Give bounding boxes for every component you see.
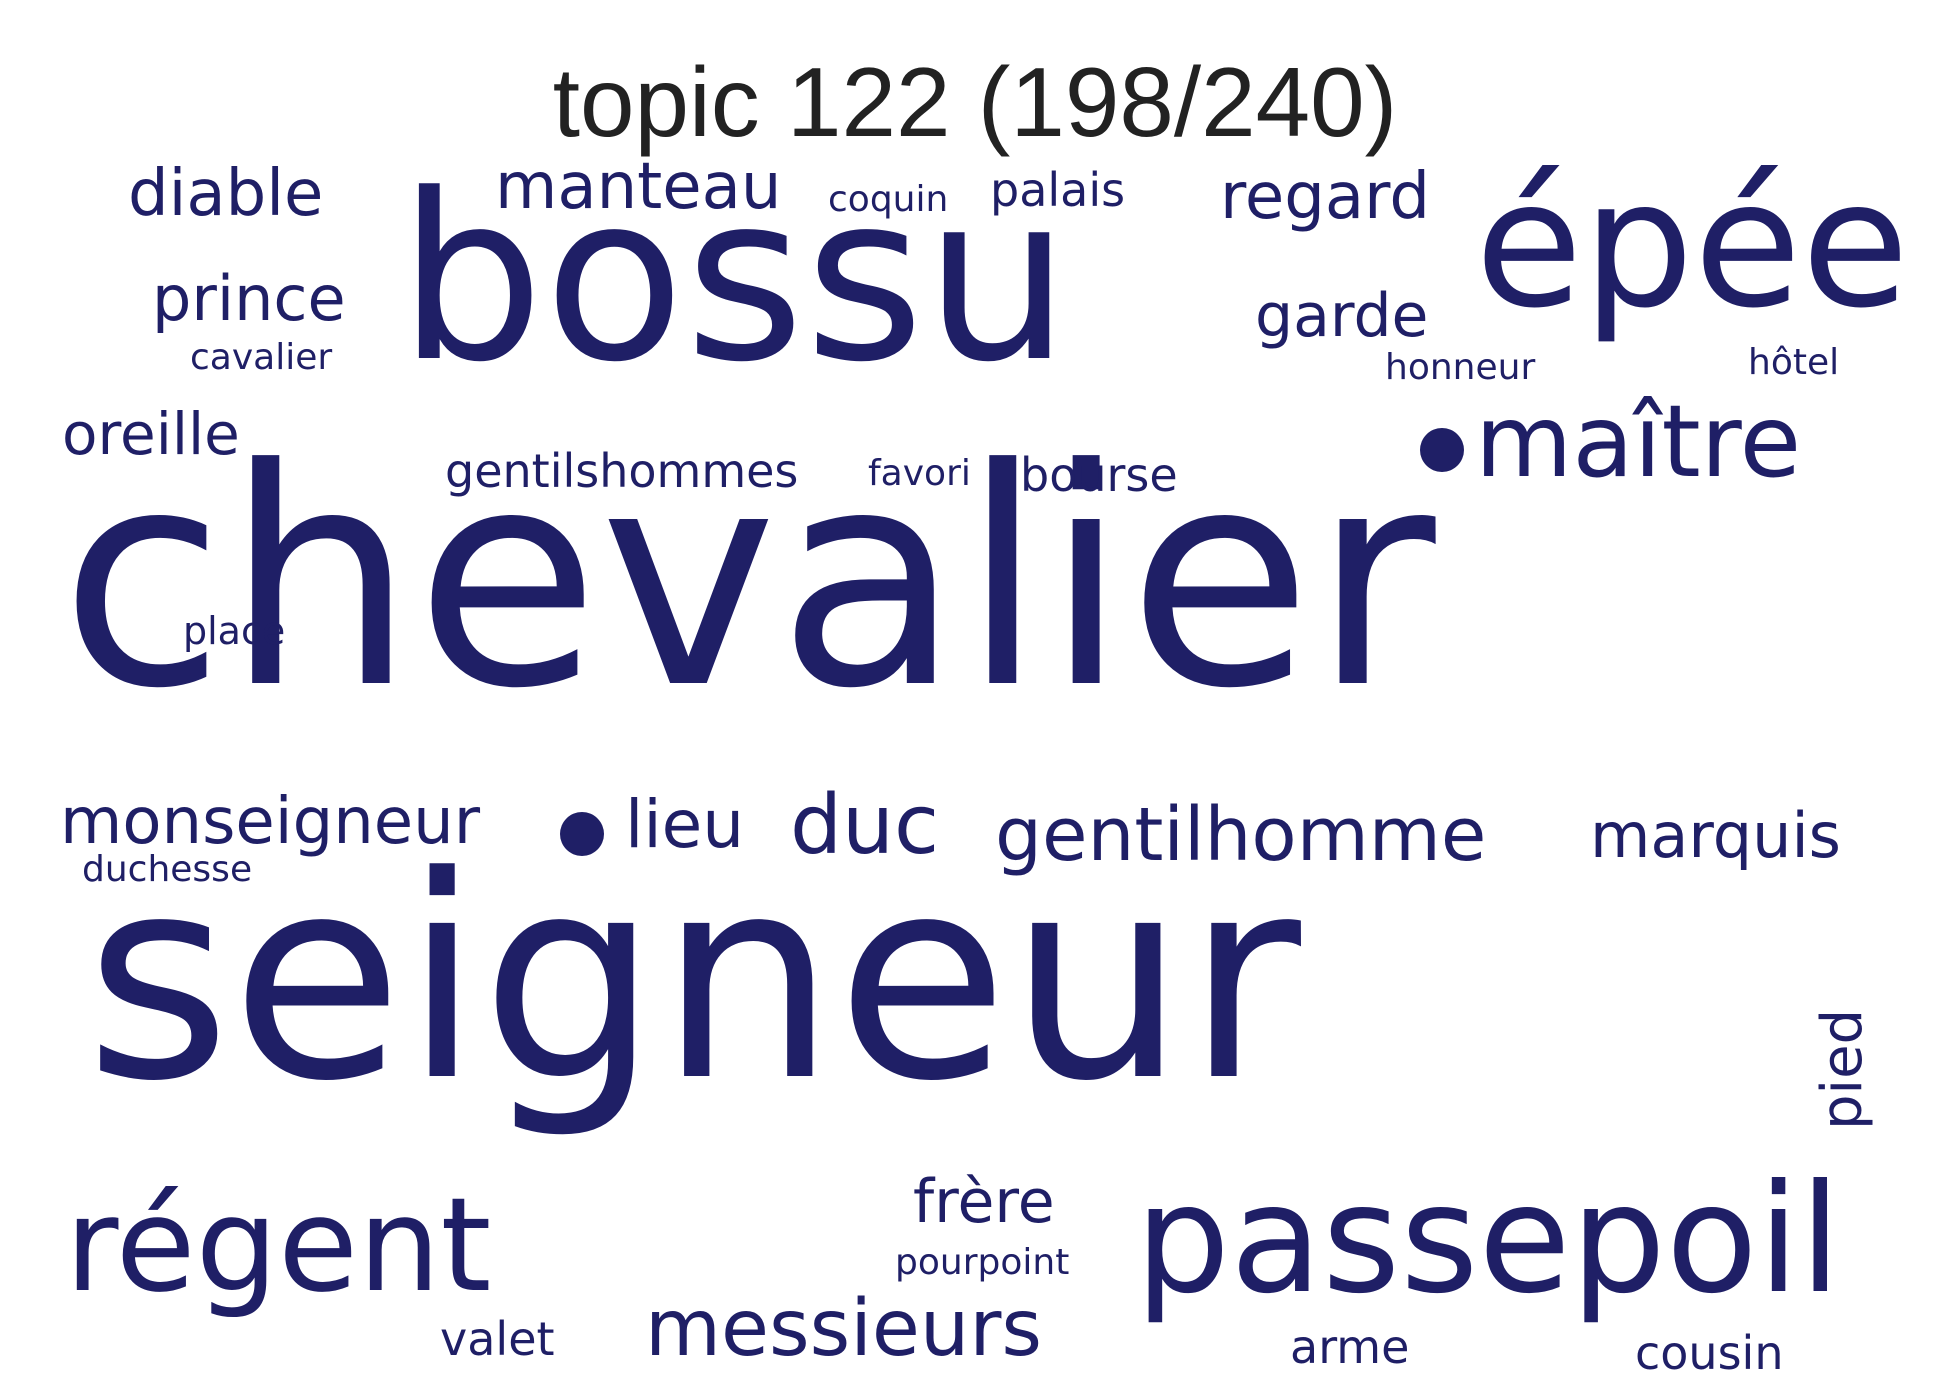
- word-monseigneur: monseigneur: [60, 785, 480, 859]
- word-regard: regard: [1220, 160, 1430, 234]
- word-regent: régent: [65, 1169, 492, 1321]
- word-cavalier: cavalier: [190, 337, 333, 378]
- word-gentilhomme: gentilhomme: [995, 792, 1487, 878]
- dot-mark: [560, 812, 604, 856]
- word-messieurs: messieurs: [645, 1284, 1043, 1374]
- word-cousin: cousin: [1635, 1326, 1784, 1380]
- word-duc: duc: [790, 778, 940, 873]
- word-favori: favori: [868, 453, 971, 494]
- word-pourpoint: pourpoint: [895, 1242, 1070, 1283]
- word-manteau: manteau: [495, 150, 782, 224]
- word-duchesse: duchesse: [82, 849, 253, 890]
- word-seigneur: seigneur: [85, 817, 1301, 1143]
- word-arme: arme: [1290, 1320, 1410, 1374]
- word-bossu: bossu: [398, 146, 1071, 413]
- dot-mark: [1420, 428, 1464, 472]
- word-epee: épée: [1475, 144, 1910, 347]
- chart-title: topic 122 (198/240): [552, 47, 1398, 157]
- word-palais: palais: [990, 163, 1126, 217]
- word-diable: diable: [128, 157, 324, 231]
- word-pied: pied: [1810, 1008, 1875, 1130]
- word-marquis: marquis: [1590, 799, 1841, 872]
- word-garde: garde: [1255, 281, 1429, 351]
- word-honneur: honneur: [1385, 347, 1536, 388]
- word-maitre: maître: [1475, 383, 1802, 500]
- word-coquin: coquin: [828, 179, 949, 220]
- word-chevalier: chevalier: [60, 405, 1436, 754]
- word-valet: valet: [440, 1312, 555, 1366]
- word-bourse: bourse: [1020, 448, 1178, 502]
- word-hotel: hôtel: [1748, 342, 1840, 383]
- word-gentilshommes: gentilshommes: [445, 444, 799, 498]
- word-passepoil: passepoil: [1135, 1153, 1842, 1327]
- word-place: place: [183, 609, 286, 653]
- word-prince: prince: [152, 262, 346, 335]
- word-oreille: oreille: [62, 400, 240, 468]
- word-frere: frère: [913, 1167, 1055, 1237]
- word-lieu: lieu: [625, 786, 745, 863]
